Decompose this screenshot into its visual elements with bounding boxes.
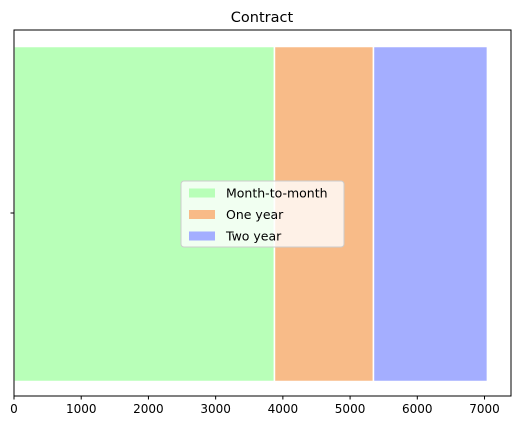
legend-swatch bbox=[189, 210, 215, 219]
x-tick-label: 3000 bbox=[200, 402, 231, 416]
x-tick-label: 0 bbox=[10, 402, 18, 416]
x-tick-label: 6000 bbox=[402, 402, 433, 416]
legend-swatch bbox=[189, 188, 215, 198]
chart-title: Contract bbox=[231, 10, 294, 26]
legend-label: Month-to-month bbox=[226, 186, 328, 201]
x-tick-label: 7000 bbox=[469, 402, 500, 416]
legend-box bbox=[180, 180, 345, 248]
x-axis: 0 1000 2000 3000 4000 5000 6000 7000 bbox=[10, 396, 500, 416]
legend: Month-to-month One year Two year bbox=[180, 180, 345, 248]
x-tick-label: 4000 bbox=[268, 402, 299, 416]
legend-swatch bbox=[189, 231, 215, 241]
x-tick-label: 2000 bbox=[133, 402, 164, 416]
legend-label: Two year bbox=[225, 229, 282, 244]
x-tick-label: 1000 bbox=[66, 402, 97, 416]
legend-label: One year bbox=[226, 207, 284, 222]
x-tick-label: 5000 bbox=[335, 402, 366, 416]
bar-segment-two-year bbox=[372, 45, 489, 383]
